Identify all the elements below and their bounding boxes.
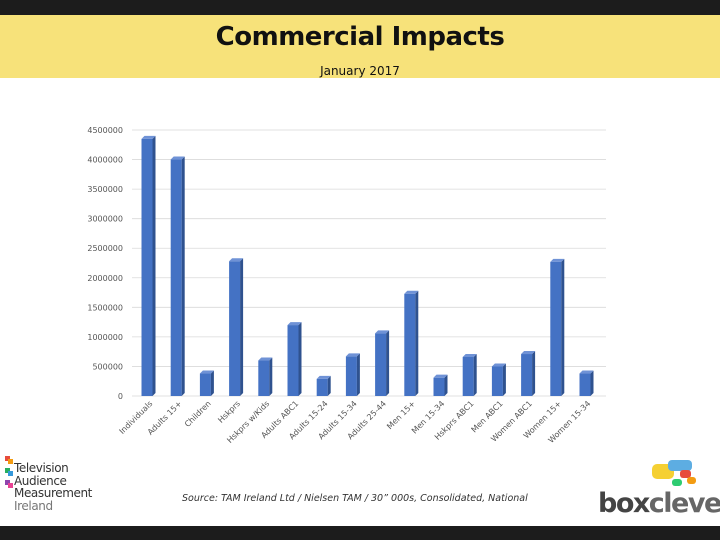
bar — [345, 356, 357, 396]
y-tick-label: 1500000 — [87, 303, 123, 312]
bar-top — [491, 363, 506, 367]
bar — [491, 366, 503, 396]
y-tick-label: 500000 — [92, 362, 123, 371]
boxclever-logo-icon — [652, 460, 696, 486]
bar-top — [170, 156, 185, 160]
boxclever-logo-part1: box — [598, 488, 650, 519]
tam-logo-line2: Audience — [14, 473, 67, 488]
y-tick-label: 3000000 — [87, 215, 123, 224]
boxclever-logo-part2: clever — [648, 488, 720, 519]
bar-top — [462, 353, 477, 357]
tam-ireland-logo: Television Audience Measurement Ireland — [5, 456, 125, 520]
y-tick-label: 0 — [118, 392, 123, 401]
grid-lines — [132, 129, 606, 397]
top-dark-bar — [0, 0, 720, 15]
x-tick-label: Children — [183, 399, 213, 429]
bar-side — [327, 375, 331, 396]
bar-chart: 0 500000 1000000 1500000 2000000 2500000 30000… — [87, 126, 606, 445]
tam-logo-line3: Measurement — [14, 486, 92, 500]
slide-subtitle: January 2017 — [320, 64, 400, 78]
source-note: Source: TAM Ireland Ltd / Nielsen TAM / … — [182, 493, 528, 504]
bar — [199, 373, 211, 396]
bar-top — [229, 258, 244, 262]
bar — [141, 138, 153, 396]
bar-side — [502, 363, 506, 396]
slide-title: Commercial Impacts — [215, 22, 505, 52]
bar-top — [579, 370, 594, 374]
y-tick-label: 3500000 — [87, 185, 123, 194]
bar-side — [590, 370, 594, 396]
bar — [170, 159, 182, 396]
y-axis-ticks: 0 500000 1000000 1500000 2000000 2500000 30000… — [87, 126, 123, 401]
bar-top — [550, 258, 565, 262]
bar-top — [404, 290, 419, 294]
bar-top — [375, 330, 390, 334]
bar — [404, 293, 416, 396]
bar-side — [240, 258, 244, 396]
bar — [316, 378, 328, 396]
bar — [229, 261, 241, 396]
y-tick-label: 4000000 — [87, 156, 123, 165]
y-tick-label: 2000000 — [87, 274, 123, 283]
bar-top — [287, 322, 302, 326]
bar-side — [415, 290, 419, 396]
bar-side — [473, 353, 477, 396]
y-tick-label: 2500000 — [87, 244, 123, 253]
bar-side — [181, 156, 185, 396]
bar — [462, 356, 474, 396]
bar-side — [356, 353, 360, 396]
bar-side — [444, 374, 448, 396]
bar-side — [561, 258, 565, 396]
boxclever-logo: boxclever — [598, 460, 720, 520]
bar — [258, 360, 270, 396]
y-tick-label: 4500000 — [87, 126, 123, 135]
bars — [141, 135, 594, 396]
tam-logo-icon — [5, 456, 13, 488]
bar-side — [386, 330, 390, 396]
bar — [579, 373, 591, 396]
bottom-dark-bar — [0, 526, 720, 540]
bar — [375, 333, 387, 396]
bar-top — [521, 351, 536, 355]
bar-top — [199, 370, 214, 374]
bar-top — [141, 135, 156, 139]
bar-top — [345, 353, 360, 357]
bar-side — [532, 351, 536, 396]
bar — [433, 377, 445, 396]
bar-side — [269, 357, 273, 396]
bar-side — [210, 370, 214, 396]
x-tick-label: Hskprs — [216, 399, 242, 425]
bar — [521, 354, 533, 396]
bar-top — [316, 375, 331, 379]
bar — [287, 325, 299, 396]
y-tick-label: 1000000 — [87, 333, 123, 342]
bar-top — [258, 357, 273, 361]
title-banner — [0, 15, 720, 78]
tam-logo-line1: Television — [14, 461, 69, 475]
tam-logo-line4: Ireland — [14, 498, 53, 513]
bar-top — [433, 374, 448, 378]
bar-side — [298, 322, 302, 396]
bar — [550, 261, 562, 396]
bar-side — [152, 135, 156, 396]
